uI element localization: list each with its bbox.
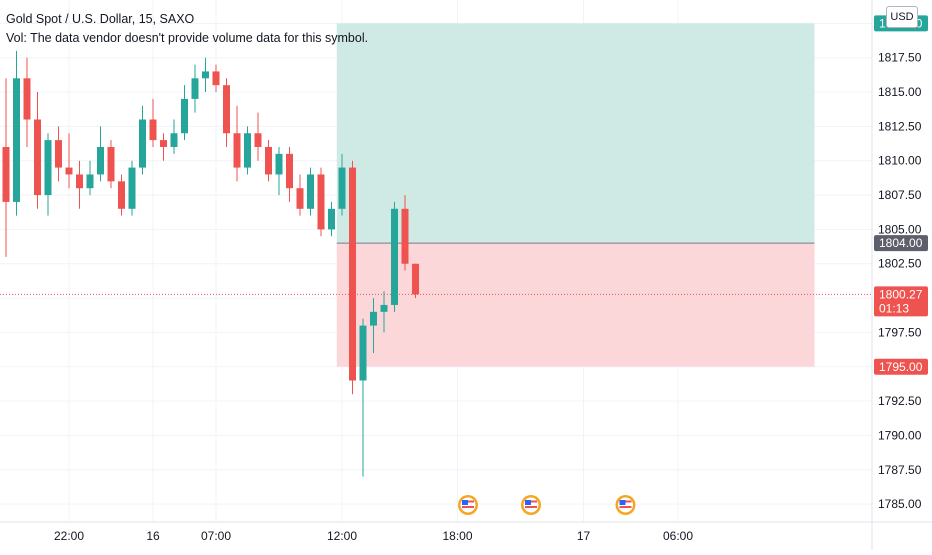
candle-body[interactable] (86, 174, 94, 189)
candle-body[interactable] (233, 133, 241, 168)
us-flag-event-icon-stripe (468, 500, 474, 503)
x-tick-label: 22:00 (54, 529, 84, 543)
candle-body[interactable] (55, 140, 62, 168)
price-badge-loss[interactable] (874, 358, 928, 375)
candle-body[interactable] (380, 304, 388, 312)
price-badge-last[interactable] (874, 286, 928, 317)
candle-body[interactable] (181, 98, 188, 134)
price-badge-label: 1795.00 (879, 360, 923, 374)
candle-body[interactable] (254, 133, 262, 147)
us-flag-event-icon-stripe (531, 500, 537, 503)
y-tick-label: 1812.50 (878, 119, 922, 133)
candle-body[interactable] (128, 167, 136, 209)
candle-body[interactable] (34, 119, 41, 196)
candle-body[interactable] (149, 119, 157, 141)
candle-body[interactable] (359, 325, 367, 381)
x-tick-label: 16 (146, 529, 160, 543)
candle-body[interactable] (212, 71, 220, 86)
candle-body[interactable] (286, 153, 293, 189)
us-flag-event-icon-canton (619, 500, 626, 505)
y-tick-label: 1790.00 (878, 428, 922, 442)
candle-body[interactable] (13, 78, 20, 202)
x-tick-label: 06:00 (663, 529, 693, 543)
x-tick-label: 18:00 (442, 529, 472, 543)
us-flag-event-icon-stripe (462, 506, 474, 508)
candle-body[interactable] (296, 188, 304, 209)
candle-body[interactable] (139, 119, 146, 168)
chart-legend: Gold Spot / U.S. Dollar, 15, SAXO Vol: T… (6, 10, 368, 48)
us-flag-event-icon-stripe (525, 506, 537, 508)
candle-body[interactable] (244, 133, 251, 168)
candle-body[interactable] (2, 146, 10, 202)
y-tick-label: 1815.00 (878, 85, 922, 99)
candle-body[interactable] (202, 71, 209, 79)
y-tick-label: 1807.50 (878, 188, 922, 202)
candle-body[interactable] (65, 167, 73, 175)
y-tick-label: 1787.50 (878, 463, 922, 477)
candle-body[interactable] (160, 140, 167, 147)
candle-body[interactable] (97, 146, 104, 175)
price-badge-label: 1804.00 (879, 236, 923, 250)
candle-body[interactable] (23, 78, 31, 120)
candle-body[interactable] (118, 181, 125, 209)
price-badge-label: 1800.27 (879, 287, 923, 301)
candle-body[interactable] (412, 263, 419, 295)
candle-body[interactable] (44, 140, 52, 196)
candle-body[interactable] (265, 146, 272, 175)
candle-body[interactable] (76, 174, 83, 189)
volume-note: Vol: The data vendor doesn't provide vol… (6, 31, 369, 45)
candle-body[interactable] (170, 133, 178, 147)
y-tick-label: 1792.50 (878, 394, 922, 408)
candle-body[interactable] (223, 85, 230, 134)
candle-body[interactable] (401, 208, 409, 264)
candle-body[interactable] (391, 208, 398, 305)
price-badge-countdown: 01:13 (879, 301, 909, 315)
y-tick-label: 1802.50 (878, 257, 922, 271)
candle-body[interactable] (307, 174, 314, 209)
y-tick-label: 1817.50 (878, 51, 922, 65)
candle-body[interactable] (338, 167, 346, 209)
candle-body[interactable] (370, 311, 377, 326)
candle-body[interactable] (107, 146, 115, 182)
symbol-title[interactable]: Gold Spot / U.S. Dollar, 15, SAXO (6, 12, 195, 26)
candle-body[interactable] (328, 208, 335, 230)
us-flag-event-icon-stripe (625, 500, 632, 503)
us-flag-event-icon-canton (462, 500, 468, 505)
x-tick-label: 17 (577, 529, 591, 543)
x-tick-label: 12:00 (327, 529, 357, 543)
currency-button[interactable]: USD (886, 6, 918, 28)
candle-body[interactable] (275, 153, 283, 175)
y-tick-label: 1797.50 (878, 325, 922, 339)
us-flag-event-icon-stripe (619, 506, 632, 508)
candle-body[interactable] (317, 174, 325, 230)
y-tick-label: 1805.00 (878, 222, 922, 236)
us-flag-event-icon-canton (525, 500, 531, 505)
y-tick-label: 1810.00 (878, 154, 922, 168)
x-tick-label: 07:00 (201, 529, 231, 543)
price-badge-entry[interactable] (874, 235, 928, 252)
y-tick-label: 1785.00 (878, 497, 922, 511)
profit-zone[interactable] (336, 23, 815, 244)
candle-body[interactable] (349, 167, 356, 381)
candle-body[interactable] (191, 78, 199, 99)
